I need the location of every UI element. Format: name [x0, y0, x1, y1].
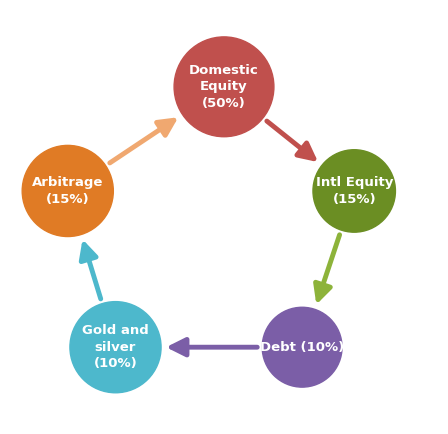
- Text: Gold and
silver
(10%): Gold and silver (10%): [82, 324, 149, 370]
- Circle shape: [313, 150, 396, 232]
- Text: Debt (10%): Debt (10%): [260, 341, 344, 354]
- Circle shape: [174, 37, 274, 137]
- Text: Domestic
Equity
(50%): Domestic Equity (50%): [189, 64, 259, 110]
- Text: Arbitrage
(15%): Arbitrage (15%): [32, 176, 103, 206]
- Circle shape: [70, 302, 161, 393]
- Circle shape: [262, 307, 342, 387]
- Circle shape: [22, 145, 113, 237]
- Text: Intl Equity
(15%): Intl Equity (15%): [315, 176, 393, 206]
